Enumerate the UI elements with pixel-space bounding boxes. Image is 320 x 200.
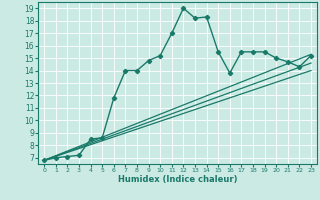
X-axis label: Humidex (Indice chaleur): Humidex (Indice chaleur) xyxy=(118,175,237,184)
